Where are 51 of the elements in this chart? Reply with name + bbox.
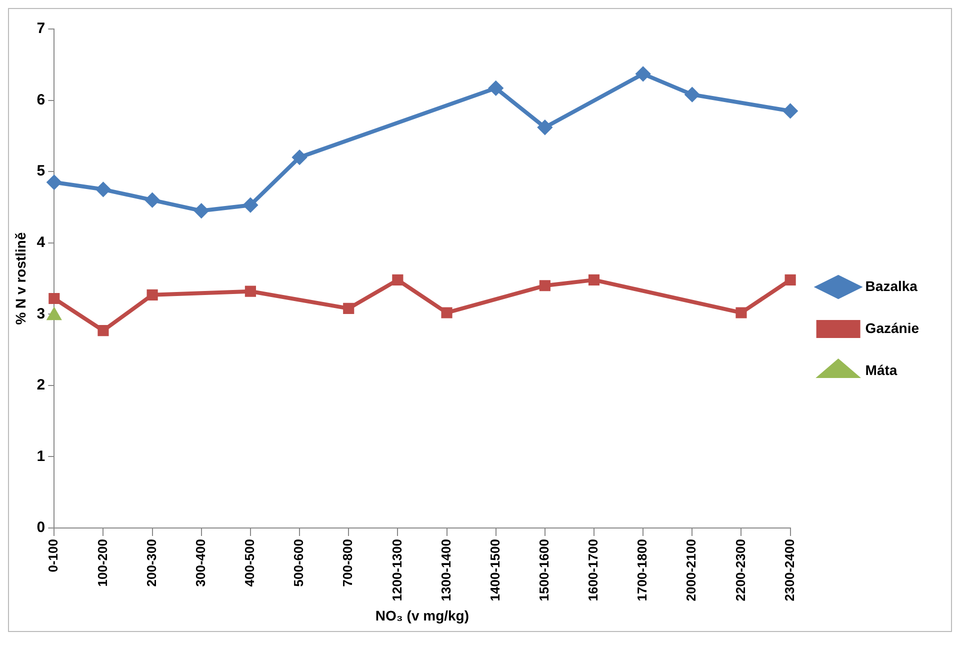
x-tick-label: 200-300 (144, 539, 159, 587)
y-tick-label: 5 (36, 162, 46, 180)
y-tick-label: 3 (36, 305, 46, 322)
x-tick-label: 1500-1600 (536, 539, 552, 602)
x-tick-label: 1200-1300 (389, 539, 404, 602)
x-tick-label: 1700-1800 (634, 539, 650, 602)
x-tick-label: 300-400 (192, 539, 208, 587)
point (194, 204, 208, 218)
point (48, 292, 60, 304)
y-tick-label: 2 (36, 376, 46, 394)
point (145, 193, 160, 208)
point (392, 274, 404, 286)
point (47, 175, 62, 190)
point (441, 307, 452, 318)
x-tick-label: 2300-2400 (782, 539, 797, 602)
y-tick-label: 0 (36, 519, 46, 536)
point (96, 182, 110, 196)
legend-label: Gazánie (865, 320, 920, 336)
x-tick-label: 2200-2300 (732, 539, 748, 602)
legend-label: Máta (865, 362, 898, 378)
x-tick-label: 700-800 (340, 539, 356, 587)
y-tick-label: 6 (36, 91, 46, 108)
x-tick-label: 2000-2100 (684, 539, 699, 602)
x-tick-label: 500-600 (291, 539, 306, 587)
point (636, 66, 650, 81)
point (588, 274, 600, 286)
x-tick-label: 1400-1500 (487, 539, 502, 602)
x-tick-label: 100-200 (94, 539, 110, 587)
point (292, 150, 307, 164)
x-tick-label: 1600-1700 (586, 539, 601, 602)
x-tick-label: 0-100 (46, 539, 61, 572)
y-axis-title: % N v rostlině (12, 232, 28, 325)
point (488, 81, 503, 96)
x-tick-label: 400-500 (242, 539, 258, 587)
point (98, 325, 109, 336)
point (783, 104, 798, 118)
point (538, 120, 552, 134)
point (146, 289, 158, 300)
point (685, 88, 700, 102)
legend-label: Bazalka (865, 278, 918, 294)
point (343, 302, 354, 314)
point (784, 274, 796, 286)
x-axis-title: NO₃ (v mg/kg) (375, 607, 470, 624)
y-tick-label: 4 (36, 234, 46, 252)
y-tick-label: 1 (36, 448, 46, 465)
point (244, 286, 256, 297)
point (736, 307, 747, 318)
point (243, 198, 258, 212)
x-tick-label: 1300-1400 (438, 539, 454, 602)
point (539, 280, 550, 292)
y-tick-label: 7 (36, 20, 46, 38)
